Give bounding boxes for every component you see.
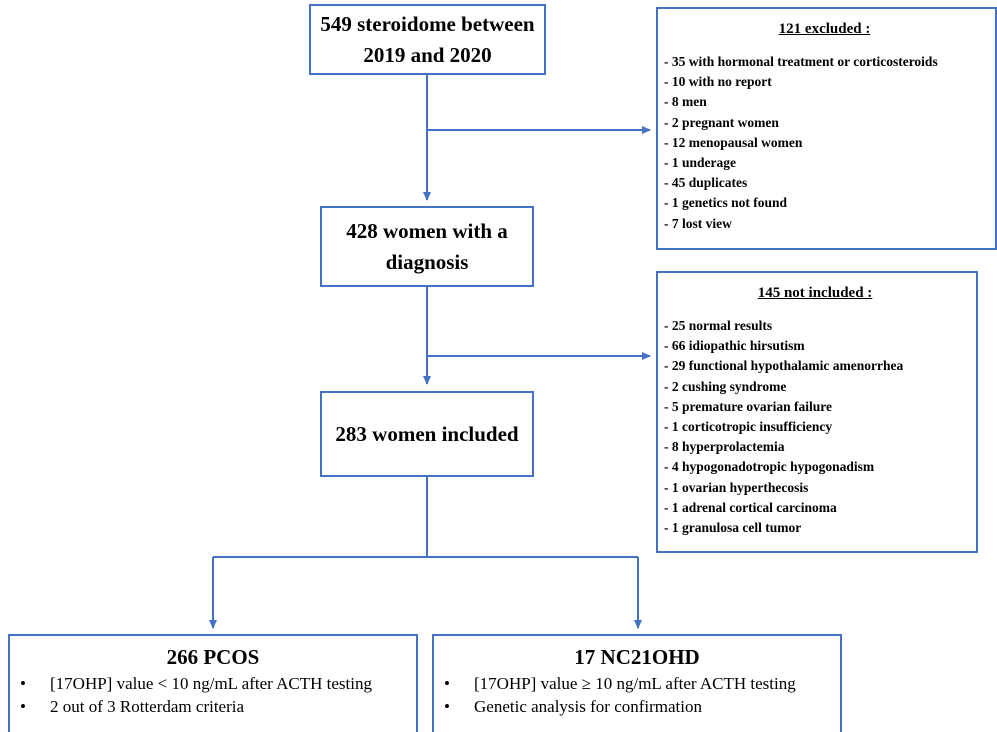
step-box-included-label: 283 women included — [335, 421, 519, 446]
outcome-item-text: [17OHP] value ≥ 10 ng/mL after ACTH test… — [474, 674, 796, 693]
excluded-box: 121 excluded : - 35 with hormonal treatm… — [656, 7, 997, 250]
step-box-diagnosis-line1: 428 women with a — [346, 218, 508, 243]
outcome-item: • [17OHP] value ≥ 10 ng/mL after ACTH tes… — [444, 672, 830, 695]
excluded-item: - 10 with no report — [664, 74, 772, 90]
outcome-item: • Genetic analysis for confirmation — [444, 695, 830, 718]
not-included-item: - 2 cushing syndrome — [664, 378, 787, 394]
bullet-icon: • — [444, 674, 450, 693]
not-included-item: - 4 hypogonadotropic hypogonadism — [664, 459, 875, 475]
not-included-item: - 1 granulosa cell tumor — [664, 520, 802, 536]
outcome-title-pcos: 266 PCOS — [166, 645, 260, 669]
outcome-box-pcos: 266 PCOS • [17OHP] value < 10 ng/mL after… — [8, 634, 418, 732]
excluded-item: - 35 with hormonal treatment or corticos… — [664, 54, 938, 69]
outcome-box-nc21ohd: 17 NC21OHD • [17OHP] value ≥ 10 ng/mL aft… — [432, 634, 842, 732]
excluded-item: - 12 menopausal women — [664, 134, 803, 150]
step-box-included: 283 women included — [320, 391, 534, 477]
not-included-item: - 8 hyperprolactemia — [664, 439, 785, 455]
not-included-item: - 5 premature ovarian failure — [664, 398, 832, 414]
not-included-title: 145 not included : — [757, 285, 873, 301]
excluded-title: 121 excluded : — [778, 21, 871, 37]
excluded-item: - 45 duplicates — [664, 175, 748, 191]
outcome-title-nc21ohd: 17 NC21OHD — [574, 645, 700, 669]
outcome-item: • [17OHP] value < 10 ng/mL after ACTH tes… — [20, 672, 406, 695]
excluded-list: - 35 with hormonal treatment or corticos… — [664, 52, 985, 234]
step-box-steroidome-line1: 549 steroidome between — [320, 11, 535, 36]
bullet-icon: • — [20, 674, 26, 693]
step-box-diagnosis: 428 women with a diagnosis — [320, 206, 534, 287]
bullet-icon: • — [444, 697, 450, 716]
not-included-box: 145 not included : - 25 normal results -… — [656, 271, 978, 553]
not-included-item: - 66 idiopathic hirsutism — [664, 338, 805, 354]
outcome-item-text: Genetic analysis for confirmation — [474, 697, 703, 716]
outcome-list-pcos: • [17OHP] value < 10 ng/mL after ACTH tes… — [20, 672, 406, 718]
excluded-item: - 7 lost view — [664, 215, 732, 231]
not-included-item: - 25 normal results — [664, 318, 773, 333]
excluded-item: - 1 genetics not found — [664, 195, 788, 211]
outcome-list-nc21ohd: • [17OHP] value ≥ 10 ng/mL after ACTH tes… — [444, 672, 830, 718]
outcome-item-text: 2 out of 3 Rotterdam criteria — [50, 697, 245, 716]
excluded-item: - 8 men — [664, 94, 707, 110]
not-included-item: - 1 corticotropic insufficiency — [664, 419, 833, 435]
outcome-item: • 2 out of 3 Rotterdam criteria — [20, 695, 406, 718]
excluded-item: - 2 pregnant women — [664, 114, 779, 130]
not-included-item: - 29 functional hypothalamic amenorrhea — [664, 358, 904, 374]
bullet-icon: • — [20, 697, 26, 716]
not-included-list: - 25 normal results - 66 idiopathic hirs… — [664, 316, 966, 538]
step-box-diagnosis-line2: diagnosis — [385, 249, 469, 274]
excluded-item: - 1 underage — [664, 155, 736, 171]
not-included-item: - 1 adrenal cortical carcinoma — [664, 499, 837, 515]
step-box-steroidome: 549 steroidome between 2019 and 2020 — [309, 4, 546, 75]
step-box-steroidome-line2: 2019 and 2020 — [363, 42, 492, 67]
not-included-item: - 1 ovarian hyperthecosis — [664, 479, 809, 495]
outcome-item-text: [17OHP] value < 10 ng/mL after ACTH test… — [50, 674, 372, 693]
